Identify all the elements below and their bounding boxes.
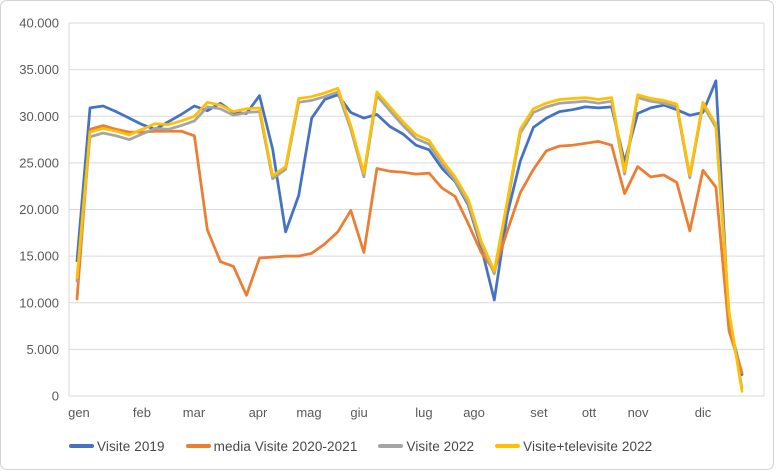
plot-area: 40.000 35.000 30.000 25.000 20.000 15.000 10.0… xyxy=(1,1,776,431)
series-line-visite-2019 xyxy=(75,79,744,376)
y-axis-label: 10.000 xyxy=(19,295,59,310)
legend-line-swatch-gray xyxy=(378,444,404,448)
x-axis-label: feb xyxy=(133,405,151,420)
line-chart-svg: 40.000 35.000 30.000 25.000 20.000 15.000 10.0… xyxy=(19,16,765,420)
y-axis-label: 25.000 xyxy=(19,155,59,170)
legend-line-swatch-orange xyxy=(185,444,211,448)
x-axis-label: apr xyxy=(249,405,268,420)
x-axis-label: giu xyxy=(350,405,367,420)
x-axis-label: gen xyxy=(68,405,90,420)
series-line-visite-2022 xyxy=(75,90,744,390)
y-axis-label: 15.000 xyxy=(19,249,59,264)
y-axis-label: 35.000 xyxy=(19,62,59,77)
legend-item-media-visite-2020-2021: media Visite 2020-2021 xyxy=(185,438,358,454)
legend-label: Visite 2019 xyxy=(97,438,165,454)
x-axis-label: mag xyxy=(296,405,321,420)
legend-label: Visite+televisite 2022 xyxy=(523,438,653,454)
legend-label: media Visite 2020-2021 xyxy=(213,438,358,454)
legend-line-swatch-yellow xyxy=(495,444,521,448)
legend-item-visite-televisite-2022: Visite+televisite 2022 xyxy=(495,439,652,454)
y-axis-label: 0 xyxy=(52,389,59,404)
x-axis-label: set xyxy=(530,405,548,420)
x-axis-label: dic xyxy=(695,405,712,420)
x-axis-label: nov xyxy=(628,405,649,420)
y-axis-label: 40.000 xyxy=(19,16,59,31)
series-line-visite-televisite-2022 xyxy=(75,86,744,393)
legend-item-visite-2019: Visite 2019 xyxy=(69,439,165,454)
x-axis-label: lug xyxy=(415,405,432,420)
y-axis-label: 20.000 xyxy=(19,202,59,217)
y-axis-label: 30.000 xyxy=(19,109,59,124)
legend-item-visite-2022: Visite 2022 xyxy=(378,439,474,454)
x-axis-label: ott xyxy=(582,405,597,420)
x-axis-label: mar xyxy=(183,405,206,420)
y-axis-label: 5.000 xyxy=(26,342,59,357)
legend-line-swatch-blue xyxy=(69,444,94,448)
legend-label: Visite 2022 xyxy=(406,438,475,454)
x-axis-label: ago xyxy=(463,405,485,420)
chart-legend: Visite 2019 media Visite 2020-2021 Visit… xyxy=(69,434,769,458)
series-line-media-visite-2020-2021 xyxy=(75,124,744,375)
